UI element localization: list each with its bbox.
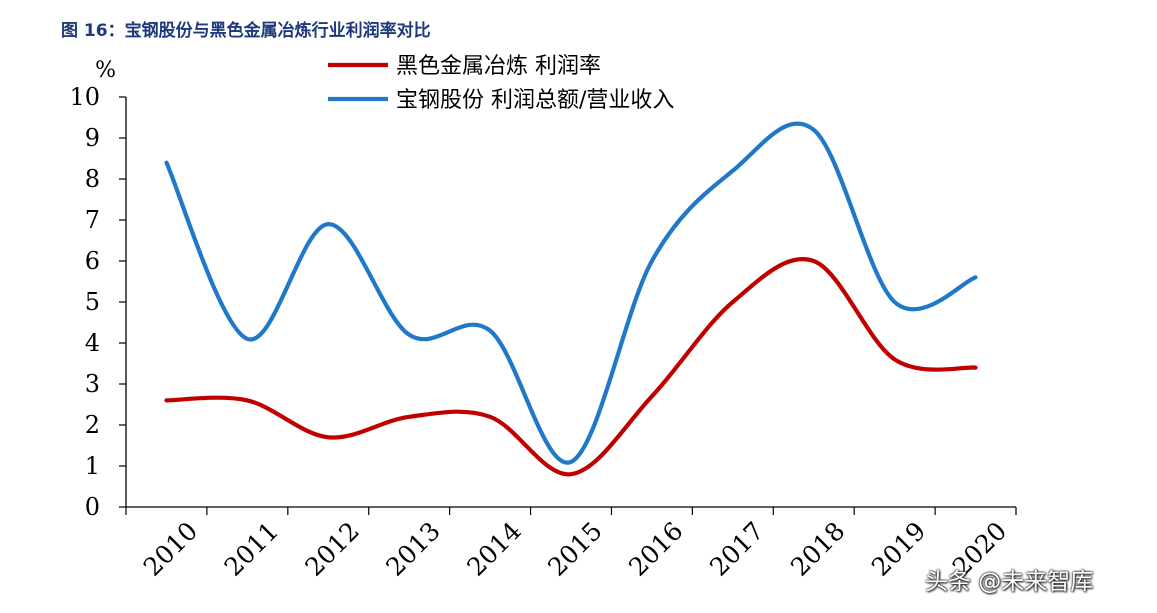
series-2-point <box>893 300 897 304</box>
x-tick-label: 2018 <box>785 516 850 581</box>
series-1-point <box>326 435 330 439</box>
series-1-point <box>731 300 735 304</box>
x-tick-label: 2015 <box>542 516 607 581</box>
series-1-point <box>974 366 978 370</box>
series-2-point <box>164 161 168 165</box>
series-2-point <box>245 337 249 341</box>
watermark-text: 头条 @未来智库 <box>925 569 1094 595</box>
legend-label-1: 黑色金属冶炼 利润率 <box>396 54 601 79</box>
x-tick-label: 2014 <box>461 516 526 581</box>
y-tick-label: 9 <box>85 124 100 152</box>
series-2-point <box>488 329 492 333</box>
y-tick-label: 3 <box>85 370 100 398</box>
x-tick-label: 2010 <box>138 516 203 581</box>
series-1-point <box>812 259 816 263</box>
y-tick-label: 5 <box>85 288 100 316</box>
x-tick-label: 2019 <box>866 516 931 581</box>
series-2-point <box>569 460 573 464</box>
y-tick-label: 8 <box>85 165 100 193</box>
series-1-point <box>488 415 492 419</box>
y-tick-label: 0 <box>85 493 100 521</box>
series-1-point <box>893 357 897 361</box>
legend-label-2: 宝钢股份 利润总额/营业收入 <box>396 88 674 113</box>
y-tick-label: 1 <box>85 452 100 480</box>
x-tick-label: 2011 <box>219 516 284 581</box>
y-tick-label: 4 <box>85 329 100 357</box>
x-tick-label: 2012 <box>300 516 365 581</box>
series-line-1 <box>164 257 978 477</box>
series-1-point <box>569 472 573 476</box>
y-tick-label: 7 <box>85 206 100 234</box>
series-1-point <box>245 398 249 402</box>
figure-title: 图 16：宝钢股份与黑色金属冶炼行业利润率对比 <box>61 21 431 41</box>
series-2-point <box>650 259 654 263</box>
series-1-point <box>407 415 411 419</box>
x-tick-label: 2017 <box>704 516 769 581</box>
chart-series <box>164 121 978 477</box>
series-2-point <box>731 169 735 173</box>
series-2-point <box>407 333 411 337</box>
series-2-point <box>812 128 816 132</box>
x-tick-label: 2013 <box>380 516 445 581</box>
y-tick-label: 2 <box>85 411 100 439</box>
series-2-point <box>974 275 978 279</box>
series-2-point <box>326 222 330 226</box>
series-1-point <box>164 398 168 402</box>
y-tick-label: 6 <box>85 247 100 275</box>
series-1-point <box>650 394 654 398</box>
y-tick-label: 10 <box>69 83 100 111</box>
x-tick-label: 2016 <box>623 516 688 581</box>
series-line-2 <box>164 121 978 465</box>
y-axis-unit-label: % <box>95 58 116 83</box>
